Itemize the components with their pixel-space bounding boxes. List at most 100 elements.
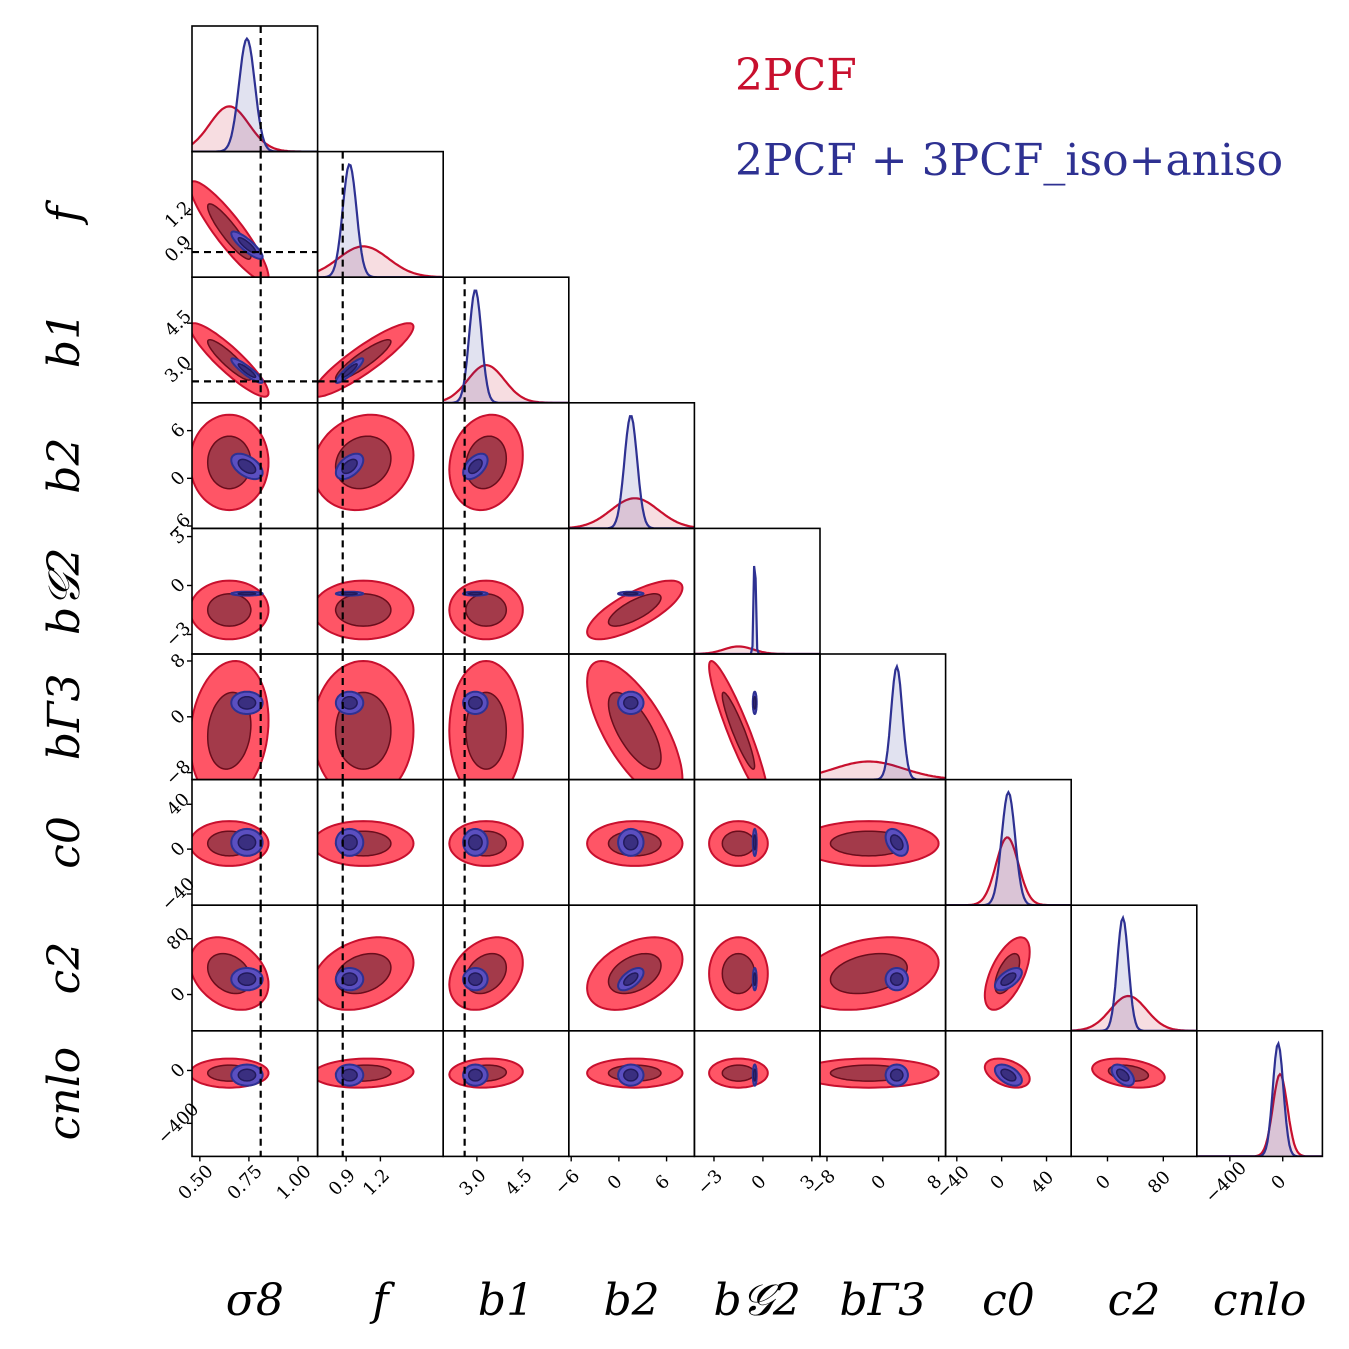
contour-68-joint <box>237 695 257 710</box>
panel-bGamma3-sigma8: −8 0 8 <box>162 650 319 790</box>
x-tick-label-sigma8: 1.00 <box>272 1161 315 1204</box>
contour-68-joint <box>341 972 358 987</box>
panel-frame <box>567 1030 696 1158</box>
marginal-curve-2pcf <box>820 760 946 780</box>
y-tick-label-c2: 0 <box>167 983 190 1006</box>
x-tick-label-sigma8: 0.75 <box>223 1161 266 1204</box>
marginal-fill-2pcf <box>1196 1074 1323 1157</box>
contour-68-2pcf <box>607 593 662 627</box>
contour-68-joint <box>889 1068 904 1082</box>
panel-bG2-sigma8: −303 <box>162 525 319 655</box>
y-tick-label-bGamma3: 0 <box>167 706 190 729</box>
x-tick-label-b1: 3.0 <box>455 1165 490 1200</box>
y-tick-label-c0: 0 <box>167 838 190 861</box>
x-axis-label-cnlo: cnlo <box>1213 1275 1307 1326</box>
x-tick-label-f: 1.2 <box>359 1165 394 1200</box>
contour-68-joint <box>752 1068 757 1082</box>
panel-c2-sigma8: 0 80 <box>163 904 319 1032</box>
contour-68-joint <box>237 1068 257 1082</box>
marginal-curve-2pcf <box>1196 1072 1323 1157</box>
marginal-curve-joint <box>1071 914 1197 1031</box>
panel-frame <box>944 1030 1072 1158</box>
panel-frame <box>693 1030 821 1158</box>
contour-68-joint <box>237 591 257 596</box>
panel-b1-b1 <box>442 276 570 404</box>
marginal-fill-2pcf <box>443 365 569 403</box>
panel-f-sigma8: 0.91.2 <box>161 150 319 279</box>
y-axis-label-cnlo: cnlo <box>39 1047 90 1141</box>
contour-68-joint <box>752 695 757 710</box>
panel-b1-f <box>316 276 445 404</box>
panel-cnlo-cnlo: −400 0 <box>1196 1030 1324 1208</box>
panel-c2-c0 <box>944 904 1072 1032</box>
labels-layer: σ8 f f b1 b1 b2 b2 b𝒢2 b𝒢2 bΓ3 bΓ3 c0 c0 c2 c2 cnlo cnlo <box>39 200 1306 1326</box>
panel-b2-b1 <box>442 401 570 530</box>
panel-c2-b1 <box>442 904 570 1032</box>
contour-68-joint <box>1115 1068 1130 1082</box>
panel-c0-bG2 <box>693 778 821 906</box>
panel-b2-sigma8: −606 <box>162 401 319 543</box>
x-tick-label-b2: 6 <box>651 1171 674 1194</box>
x-tick-label-bGamma3: −8 <box>806 1166 840 1200</box>
legend: 2PCF 2PCF + 3PCF_iso+aniso <box>735 50 1283 186</box>
contour-68-joint <box>237 834 257 851</box>
panel-cnlo-sigma8: −400 0 0.50 0.75 1.00 <box>153 1030 319 1204</box>
x-tick-label-b1: 4.5 <box>501 1165 536 1200</box>
panel-b2-f <box>316 401 445 530</box>
panel-b1-sigma8: 3.04.5 <box>161 276 319 404</box>
marginal-fill-2pcf <box>317 246 444 278</box>
marginal-fill-2pcf <box>568 498 695 529</box>
contour-68-2pcf <box>721 1064 756 1082</box>
contour-68-joint <box>752 972 757 987</box>
legend-entry-2pcf: 2PCF <box>735 50 857 101</box>
y-axis-label-b2: b2 <box>39 438 90 494</box>
panel-bG2-b1 <box>442 527 570 655</box>
x-tick-label-f: 0.9 <box>325 1165 360 1200</box>
contour-68-joint <box>237 363 257 379</box>
marginal-fill-joint <box>443 290 569 403</box>
contour-68-joint <box>623 834 639 851</box>
x-tick-label-bGamma3: 0 <box>867 1171 890 1194</box>
contour-68-2pcf <box>721 691 756 770</box>
x-tick-label-c2: 80 <box>1144 1167 1175 1198</box>
y-axis-label-c2: c2 <box>39 942 90 995</box>
y-tick-label-f: 0.9 <box>161 231 196 266</box>
y-tick-label-bG2: −3 <box>162 618 196 652</box>
contour-68-joint <box>237 236 257 254</box>
contour-68-joint <box>467 834 483 851</box>
y-tick-label-bGamma3: 8 <box>167 650 190 673</box>
x-axis-label-f: f <box>369 1275 395 1326</box>
contour-68-joint <box>1000 972 1017 987</box>
panel-bG2-bG2 <box>693 527 821 655</box>
panel-c0-f <box>316 778 445 906</box>
y-axis-label-bGamma3: bΓ3 <box>39 673 90 760</box>
panel-c2-bGamma3 <box>819 904 947 1032</box>
contour-68-joint <box>467 972 483 987</box>
y-tick-label-b2: 0 <box>167 467 190 490</box>
panel-frame <box>819 1030 947 1158</box>
y-tick-label-bG2: 0 <box>167 574 190 597</box>
panel-frame <box>1196 1030 1324 1158</box>
y-tick-label-c0: 40 <box>163 789 194 820</box>
contour-68-joint <box>466 591 483 596</box>
y-tick-label-bGamma3: −8 <box>162 756 196 790</box>
panel-bG2-f <box>316 527 445 655</box>
contour-68-joint <box>1000 1068 1017 1082</box>
panel-cnlo-bG2: −3 0 3 <box>693 1030 821 1199</box>
marginal-curve-joint <box>568 415 695 529</box>
contour-68-2pcf <box>206 593 252 627</box>
panel-c0-c0 <box>944 778 1072 906</box>
contour-68-joint <box>341 1068 358 1082</box>
contour-68-joint <box>467 1068 483 1082</box>
x-tick-label-c0: −40 <box>932 1162 974 1204</box>
marginal-fill-2pcf <box>694 646 820 654</box>
contour-68-joint <box>237 972 257 987</box>
x-tick-label-cnlo: −400 <box>1201 1158 1251 1208</box>
x-tick-label-bG2: 0 <box>748 1171 771 1194</box>
contour-68-joint <box>341 458 358 475</box>
marginal-curve-joint <box>694 565 820 655</box>
contour-68-joint <box>467 695 483 710</box>
panel-frame <box>191 1030 319 1158</box>
panel-bGamma3-f <box>316 653 445 781</box>
